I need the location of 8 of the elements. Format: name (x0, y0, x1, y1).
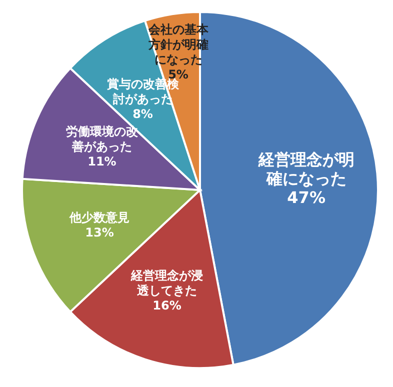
data-label: 16% (152, 298, 182, 313)
slice-label: 経営理念が明確になった (257, 150, 354, 188)
data-label: 11% (88, 154, 116, 169)
data-label: 13% (85, 226, 114, 240)
data-label: 47% (287, 188, 326, 208)
slice-label: 経営理念が浸透してきた (130, 268, 203, 298)
slice-label: 他少数意見 (68, 210, 130, 225)
data-label: 8% (132, 107, 153, 122)
